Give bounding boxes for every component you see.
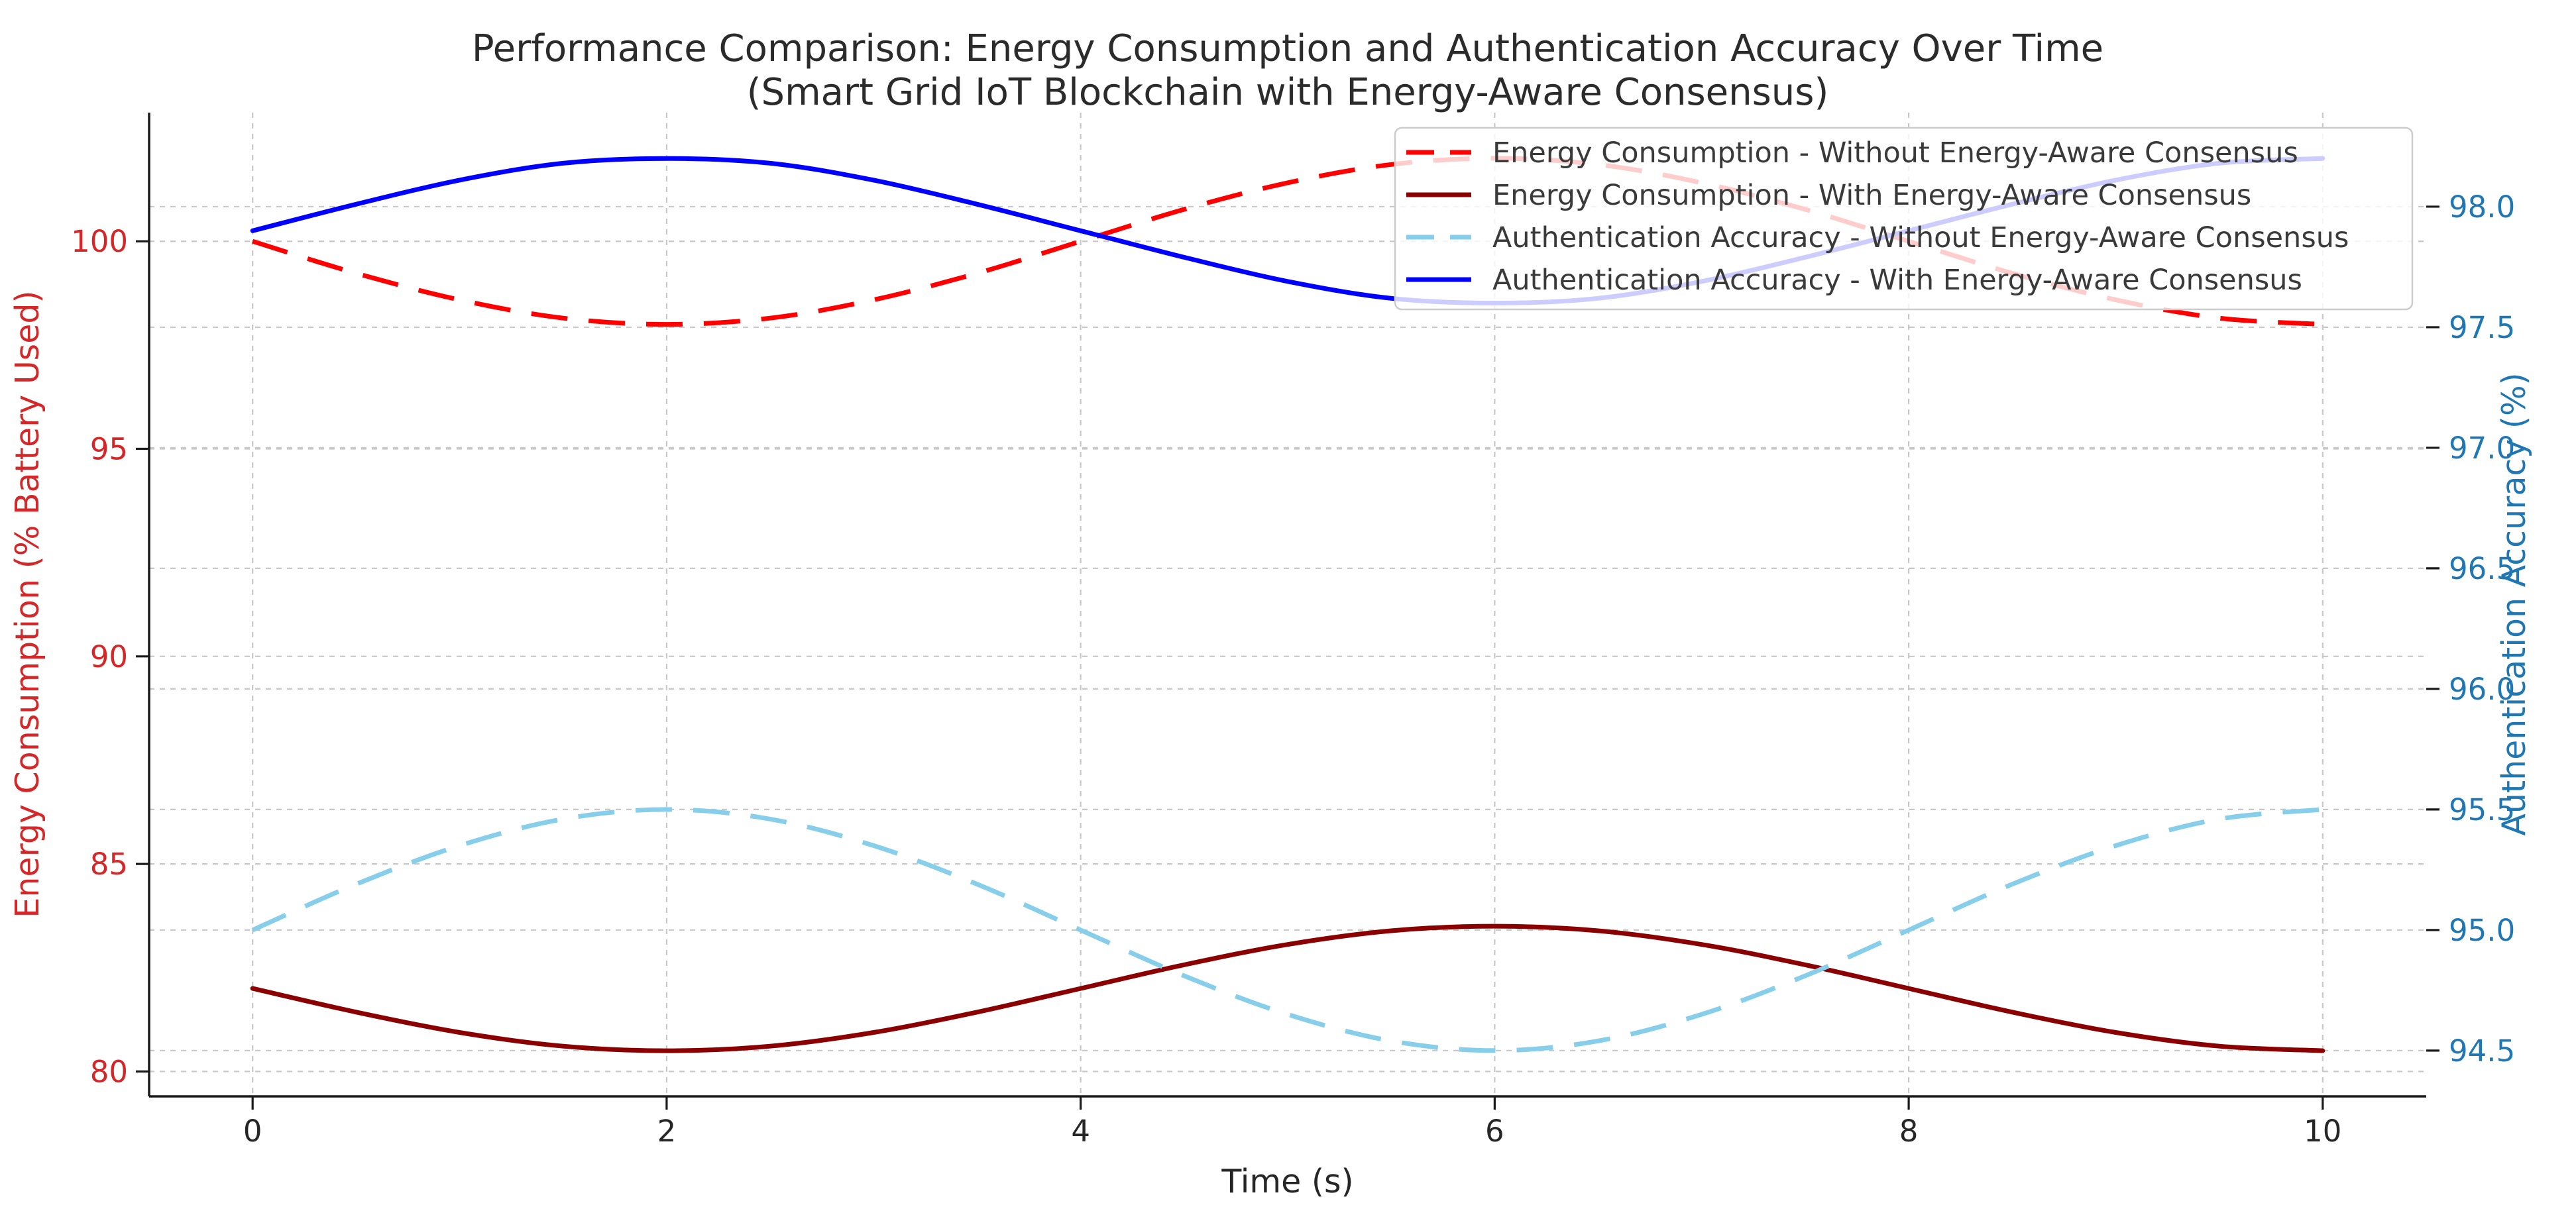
x-axis-title: Time (s) [1221,1163,1353,1200]
x-tick-labels: 0 2 4 6 8 10 [243,1114,2342,1149]
legend: Energy Consumption - Without Energy-Awar… [1394,127,2414,311]
series-line-energy-with-consensus [250,923,2325,1053]
x-tick-label: 6 [1485,1114,1504,1149]
right-tick-label: 96.5 [2449,551,2515,586]
x-tick-label: 0 [243,1114,262,1149]
left-tick-labels: 80 85 90 95 100 [71,224,128,1089]
left-tick-label: 85 [90,847,128,882]
axes-spines [148,113,2426,1098]
x-tick-label: 8 [1899,1114,1919,1149]
chart-title-line1: Performance Comparison: Energy Consumpti… [472,27,2103,70]
left-tick-label: 90 [90,639,128,674]
left-tick-label: 80 [90,1054,128,1089]
left-tick-label: 100 [71,224,128,259]
right-tick-label: 97.5 [2449,310,2515,345]
legend-label: Authentication Accuracy - With Energy-Aw… [1492,264,2302,297]
x-tick-label: 2 [657,1114,677,1149]
legend-label: Energy Consumption - With Energy-Aware C… [1492,179,2251,212]
right-tick-label: 98.0 [2449,189,2515,225]
right-tick-labels: 94.5 95.0 95.5 96.0 96.5 97.0 97.5 98.0 [2449,189,2515,1069]
tick-marks [136,205,2439,1110]
series-line-accuracy-without-consensus [251,807,2324,1053]
legend-label: Energy Consumption - Without Energy-Awar… [1492,136,2298,170]
right-tick-label: 94.5 [2449,1033,2515,1069]
right-tick-label: 96.0 [2449,672,2515,707]
right-axis-title: Authentication Accuracy (%) [2495,372,2533,835]
legend-box [1394,127,2414,311]
right-tick-label: 95.0 [2449,913,2515,948]
legend-label: Authentication Accuracy - Without Energy… [1492,221,2349,254]
x-tick-label: 10 [2304,1114,2341,1149]
left-axis-title: Energy Consumption (% Battery Used) [9,290,46,918]
right-tick-label: 95.5 [2449,792,2515,827]
left-tick-label: 95 [90,432,128,467]
series-line-energy-without-consensus [252,156,2324,327]
right-tick-label: 97.0 [2449,431,2515,466]
x-tick-label: 4 [1071,1114,1090,1149]
chart-title-line2: (Smart Grid IoT Blockchain with Energy-A… [747,71,1829,114]
